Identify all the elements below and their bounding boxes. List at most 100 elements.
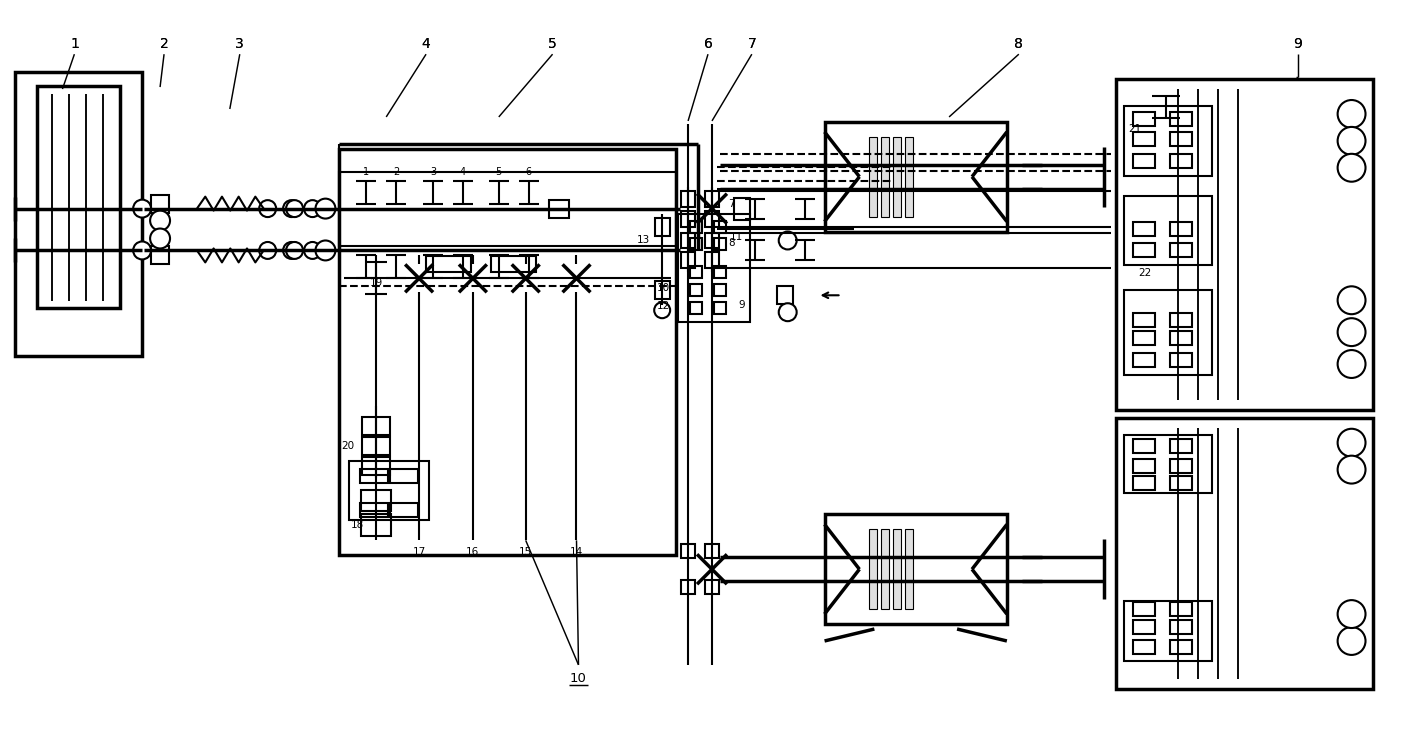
Text: 8: 8 <box>728 238 734 249</box>
Bar <box>706 545 718 558</box>
Circle shape <box>1338 100 1366 128</box>
Bar <box>870 137 877 216</box>
Bar <box>881 529 890 609</box>
Bar <box>1170 620 1192 634</box>
Circle shape <box>779 303 796 321</box>
Text: 18: 18 <box>350 520 364 531</box>
Circle shape <box>150 210 170 230</box>
Bar <box>1134 602 1155 616</box>
Text: 8: 8 <box>1015 37 1023 51</box>
Bar <box>706 580 718 594</box>
Bar <box>1170 640 1192 654</box>
Bar <box>360 469 388 483</box>
Circle shape <box>655 303 670 318</box>
Text: 9: 9 <box>1294 37 1302 51</box>
Bar <box>682 580 696 594</box>
Bar <box>679 213 750 323</box>
Bar <box>1134 438 1155 452</box>
Bar <box>690 238 701 250</box>
Circle shape <box>259 242 276 259</box>
Circle shape <box>259 200 276 217</box>
Bar <box>1125 106 1212 176</box>
Circle shape <box>1338 127 1366 155</box>
Bar <box>1170 353 1192 367</box>
Bar <box>1170 438 1192 452</box>
Circle shape <box>1338 627 1366 655</box>
Circle shape <box>305 242 322 259</box>
Text: 3: 3 <box>235 37 244 51</box>
Bar <box>714 284 726 296</box>
Circle shape <box>1338 455 1366 483</box>
Bar <box>1125 601 1212 661</box>
Bar <box>682 545 696 558</box>
Text: 19: 19 <box>370 278 383 289</box>
Bar <box>1125 435 1212 492</box>
Bar <box>350 461 429 520</box>
Bar <box>1125 196 1212 266</box>
Text: 7: 7 <box>747 37 757 51</box>
Text: 2: 2 <box>393 167 400 176</box>
Bar <box>37 86 120 308</box>
Circle shape <box>1338 600 1366 628</box>
Text: 10: 10 <box>570 672 587 685</box>
Bar <box>1134 244 1155 258</box>
Bar <box>682 190 696 207</box>
Bar <box>1134 331 1155 345</box>
Text: 5: 5 <box>548 37 557 51</box>
Bar <box>1117 418 1373 689</box>
Text: 22: 22 <box>1138 269 1152 278</box>
Text: 3: 3 <box>235 37 244 51</box>
Bar <box>690 303 701 314</box>
Bar <box>1134 353 1155 367</box>
Text: 5: 5 <box>496 167 502 176</box>
Bar <box>655 281 670 300</box>
Bar <box>152 246 169 264</box>
Circle shape <box>286 242 303 259</box>
Bar <box>427 256 470 272</box>
Bar <box>1134 475 1155 489</box>
Bar <box>870 529 877 609</box>
Bar <box>390 469 418 483</box>
Text: 5: 5 <box>548 37 557 51</box>
Bar <box>734 198 750 220</box>
Bar <box>1170 458 1192 472</box>
Text: 12: 12 <box>657 301 670 311</box>
Bar <box>548 200 568 218</box>
Bar <box>1134 112 1155 126</box>
Bar <box>825 514 1007 624</box>
Bar <box>714 266 726 278</box>
Bar <box>905 137 913 216</box>
Circle shape <box>1338 429 1366 457</box>
Bar <box>1170 221 1192 235</box>
Bar <box>893 137 901 216</box>
Circle shape <box>283 200 300 217</box>
Text: 10: 10 <box>657 283 670 293</box>
Bar <box>881 137 890 216</box>
Bar <box>706 190 718 207</box>
Circle shape <box>1338 318 1366 346</box>
Text: 6: 6 <box>704 37 713 51</box>
Text: 20: 20 <box>341 441 354 451</box>
Bar <box>1125 290 1212 375</box>
Text: 9: 9 <box>738 300 744 310</box>
Circle shape <box>150 229 170 249</box>
Bar <box>14 72 142 356</box>
Circle shape <box>316 241 336 261</box>
Circle shape <box>1338 286 1366 314</box>
Text: 1: 1 <box>363 167 370 176</box>
Bar <box>1134 132 1155 146</box>
Bar <box>1134 620 1155 634</box>
Bar <box>490 256 536 272</box>
Circle shape <box>133 200 152 218</box>
Bar <box>905 529 913 609</box>
Bar <box>1134 154 1155 168</box>
Bar <box>706 232 718 249</box>
Text: 2: 2 <box>160 37 169 51</box>
Bar <box>340 149 676 555</box>
Bar <box>690 266 701 278</box>
Text: 14: 14 <box>570 548 584 557</box>
Bar <box>1134 458 1155 472</box>
Bar <box>1170 602 1192 616</box>
Text: 9: 9 <box>1294 37 1302 51</box>
Bar <box>714 303 726 314</box>
